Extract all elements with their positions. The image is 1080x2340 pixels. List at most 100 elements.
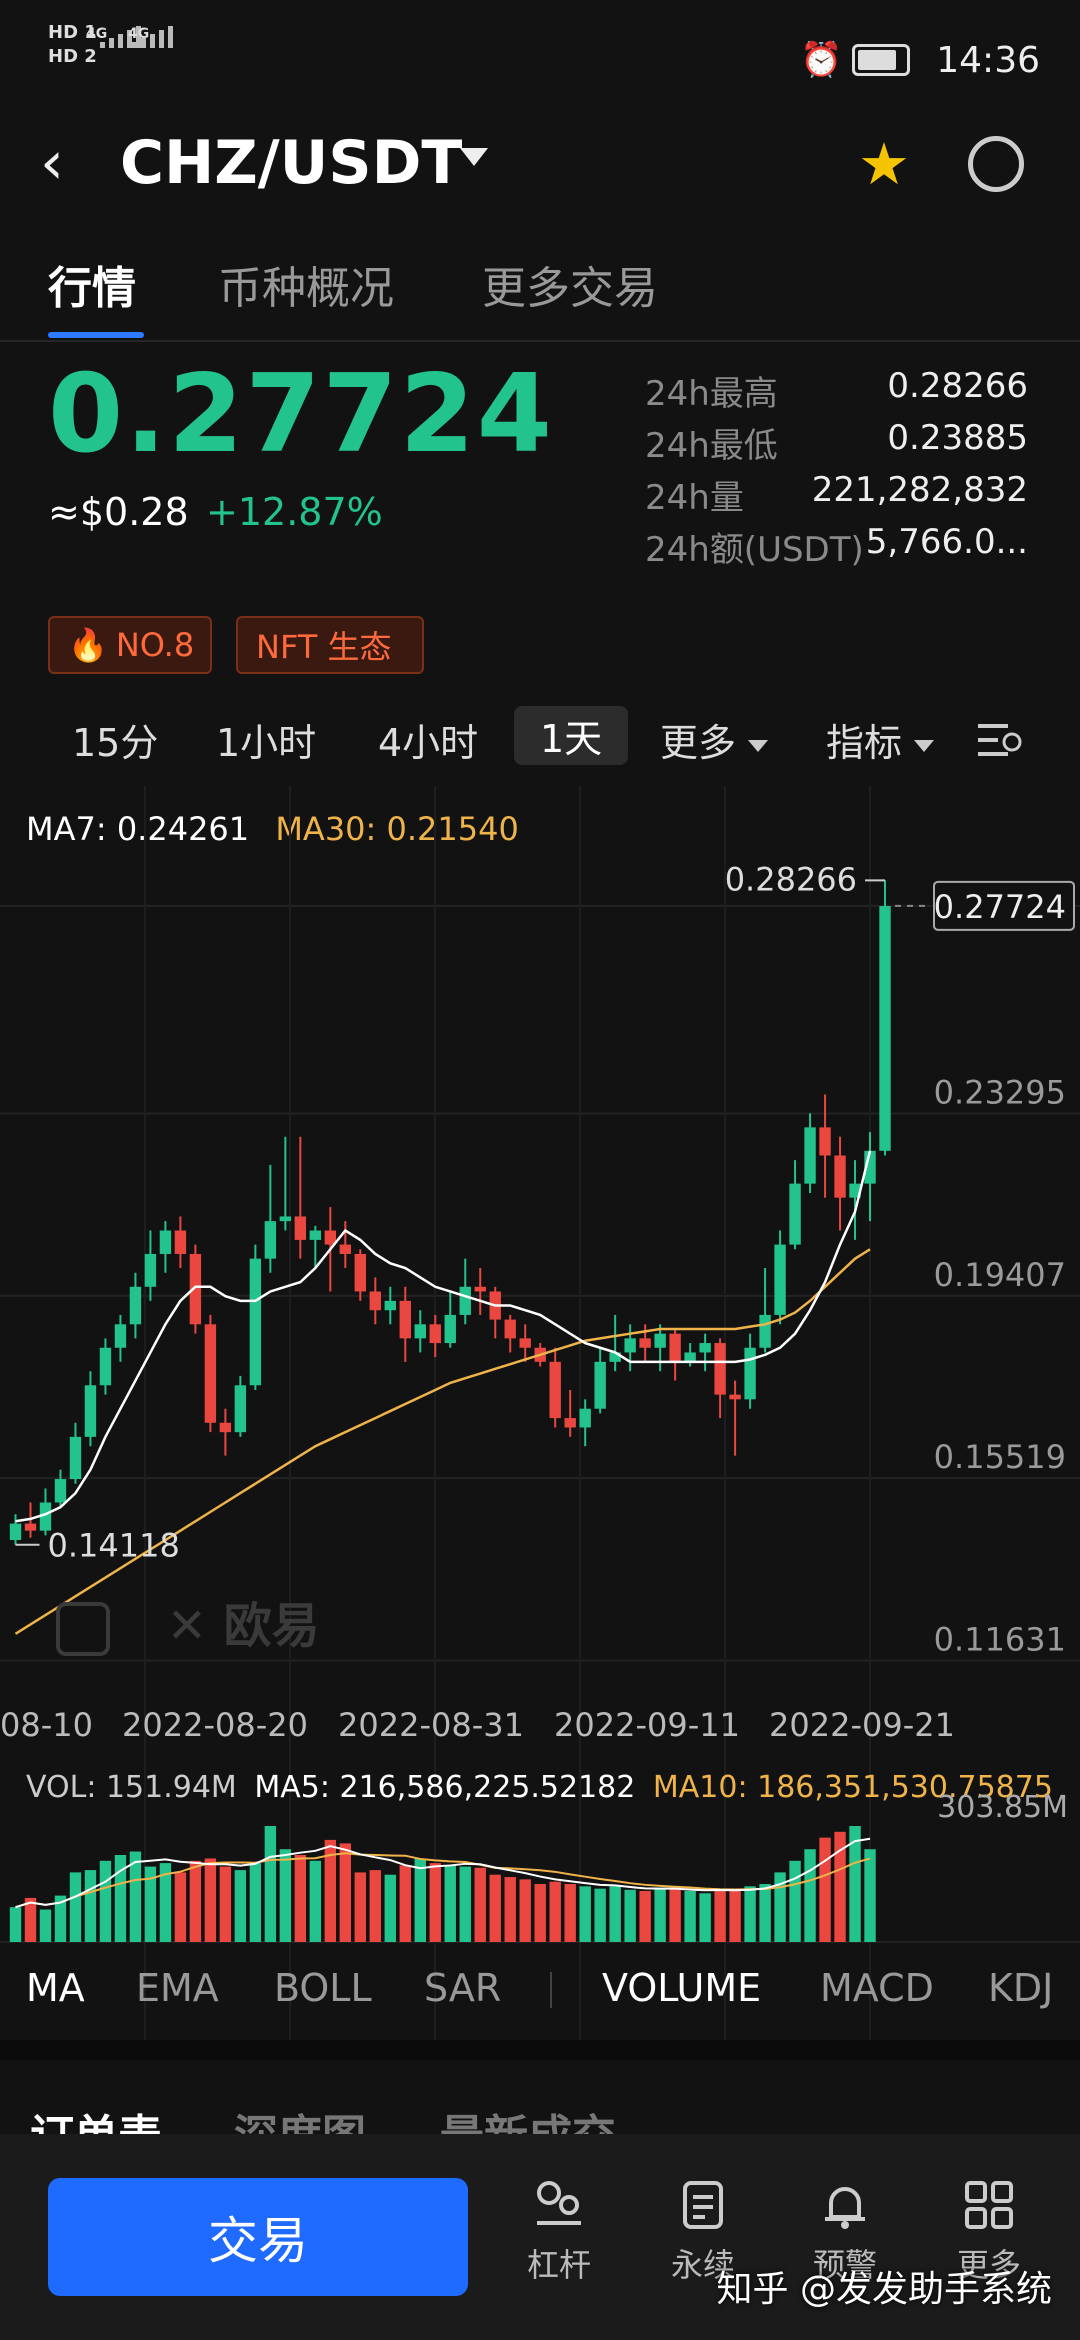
interval-more[interactable]: 更多: [660, 712, 769, 767]
candle-body: [774, 1244, 786, 1315]
clock: 14:36: [936, 40, 1040, 81]
volume-bar: [804, 1849, 816, 1942]
candle-body: [504, 1319, 516, 1339]
x-tick-label: 2022-08-31: [338, 1706, 524, 1744]
nav-leverage[interactable]: 杠杆: [504, 2170, 614, 2286]
candle-body: [219, 1422, 232, 1433]
stat-label: 24h最高: [645, 374, 778, 414]
nav-alert-label: 预警: [812, 2246, 877, 2284]
leverage-icon: [504, 2170, 614, 2240]
interval-4h[interactable]: 4小时: [378, 721, 479, 765]
nav-perpetual-label: 永续: [670, 2246, 735, 2284]
volume-bar: [774, 1872, 786, 1942]
candle-body: [324, 1230, 337, 1245]
candle-body: [159, 1230, 172, 1254]
stat-value: 0.23885: [887, 418, 1028, 458]
tag-badge[interactable]: NFT 生态: [236, 616, 424, 674]
candle-body: [624, 1338, 636, 1353]
volume-bar: [384, 1874, 396, 1942]
indicator-dropdown[interactable]: 指标: [826, 712, 935, 767]
volume-bar: [354, 1872, 367, 1942]
tab-overview[interactable]: 币种概况: [218, 263, 394, 314]
chevron-down-icon: [914, 739, 935, 752]
volume-bar: [819, 1837, 831, 1942]
ma30-line: [14, 1248, 871, 1635]
candle-body: [864, 1150, 876, 1184]
ma30-value: MA30: 0.21540: [275, 810, 519, 848]
candle-body: [849, 1183, 861, 1198]
ind-kdj[interactable]: KDJ: [988, 1966, 1054, 2010]
interval-1h[interactable]: 1小时: [216, 721, 317, 765]
okx-logo-icon: [56, 1602, 110, 1656]
volume-bar: [414, 1858, 426, 1942]
document-icon: [648, 2170, 758, 2240]
share-icon[interactable]: [968, 136, 1024, 192]
volume-bar: [279, 1849, 292, 1942]
divider: [550, 1972, 552, 2008]
rank-badge[interactable]: 🔥 NO.8: [48, 616, 212, 674]
stat-value: 0.28266: [887, 366, 1028, 406]
nav-perpetual[interactable]: 永续: [648, 2170, 758, 2286]
candle-body: [309, 1230, 322, 1240]
chart-settings-icon[interactable]: [978, 722, 1022, 758]
back-icon[interactable]: ‹: [40, 128, 64, 198]
kline-chart[interactable]: 0.23295 0.19407 0.15519 0.11631 0.27724 0.282…: [0, 786, 1080, 2046]
sim2-label: HD 2: [48, 46, 97, 67]
x-tick-label: 2022-08-20: [122, 1706, 308, 1744]
battery-icon: [852, 44, 910, 76]
candle-body: [99, 1347, 112, 1386]
ind-macd[interactable]: MACD: [820, 1966, 934, 2010]
ind-ma[interactable]: MA: [26, 1966, 85, 2010]
volume-bar: [39, 1909, 52, 1942]
pair-title[interactable]: CHZ/USDT: [120, 128, 463, 198]
tab-more-trade[interactable]: 更多交易: [482, 263, 658, 314]
volume-bar: [849, 1826, 861, 1942]
status-bar: HD 1 HD 2 4G 4G ⏰ 14:36: [0, 0, 1080, 120]
candle-body: [459, 1286, 471, 1315]
candle-body: [249, 1258, 262, 1386]
volume-bar: [669, 1888, 681, 1942]
ind-boll[interactable]: BOLL: [274, 1966, 372, 2010]
volume-bar: [189, 1860, 202, 1942]
ind-ema[interactable]: EMA: [136, 1966, 219, 2010]
tab-market[interactable]: 行情: [48, 263, 136, 314]
current-price-label: 0.27724: [934, 888, 1066, 926]
candle-body: [369, 1291, 381, 1311]
trade-button[interactable]: 交易: [48, 2178, 468, 2296]
candle-body: [39, 1502, 52, 1531]
volume-bar: [399, 1865, 411, 1942]
chevron-down-icon[interactable]: [460, 148, 488, 166]
candle-body: [669, 1333, 681, 1362]
watermark-text: 欧易: [223, 1598, 320, 1654]
x-tick-label: 2022-09-11: [554, 1706, 740, 1744]
star-icon[interactable]: ★: [858, 130, 910, 198]
volume-bar: [609, 1886, 621, 1942]
volume-bar: [219, 1866, 232, 1942]
volume-bar: [129, 1851, 142, 1942]
ind-sar[interactable]: SAR: [424, 1966, 502, 2010]
interval-1d[interactable]: 1天: [514, 706, 629, 765]
volume-bar: [459, 1866, 471, 1942]
candle-body: [54, 1479, 67, 1503]
volume-bar: [789, 1860, 801, 1942]
more-label: 更多: [660, 721, 737, 765]
watermark: ✕ 欧易: [56, 1586, 320, 1656]
stat-label: 24h最低: [645, 426, 778, 466]
candle-body: [639, 1338, 651, 1348]
nav-alert[interactable]: 预警: [790, 2170, 900, 2286]
ind-volume[interactable]: VOLUME: [602, 1966, 762, 2010]
volume-bar: [759, 1884, 771, 1942]
nav-more[interactable]: 更多: [934, 2170, 1044, 2286]
candle-body: [804, 1127, 816, 1184]
volume-bar: [234, 1870, 247, 1942]
nav-leverage-label: 杠杆: [526, 2246, 591, 2284]
ma-legend: MA7: 0.24261 MA30: 0.21540: [26, 810, 519, 848]
grid-icon: [934, 2170, 1044, 2240]
volume-bar: [534, 1884, 546, 1942]
candle-body: [519, 1338, 531, 1348]
interval-15m[interactable]: 15分: [72, 721, 159, 765]
y-tick-label: 0.15519: [934, 1438, 1066, 1476]
candle-body: [264, 1221, 277, 1259]
volume-bar: [444, 1865, 456, 1942]
volume-bar: [249, 1863, 262, 1942]
